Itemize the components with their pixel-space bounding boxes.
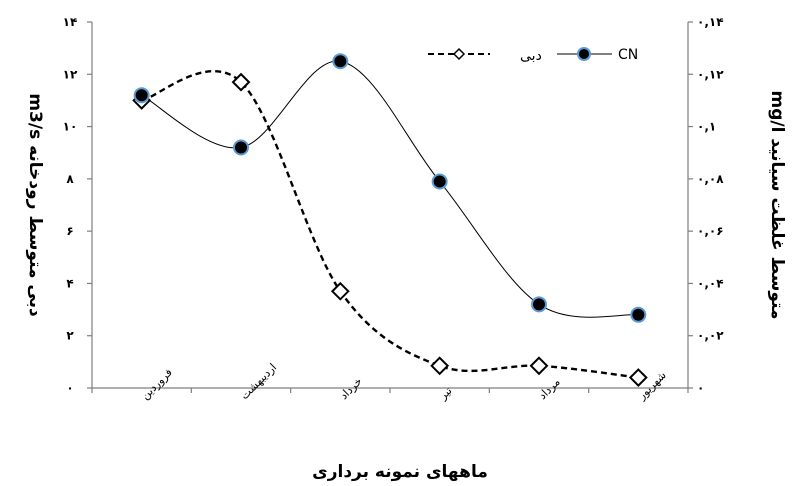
x-tick-label: فروردین: [139, 366, 175, 402]
data-point: [630, 306, 647, 323]
data-point: [531, 296, 547, 313]
data-point: [628, 368, 648, 387]
legend: CN دبی: [428, 47, 638, 64]
x-tick-label: اردیبهشت: [238, 361, 279, 402]
series-line: [141, 60, 639, 318]
left-y-tick-label: ۱۴: [63, 15, 78, 29]
legend-marker-debi: [452, 47, 466, 61]
data-point: [231, 72, 251, 92]
legend-label-cn: CN: [618, 47, 638, 63]
right-y-tick-label: ۰,۰۲: [697, 329, 724, 343]
left-y-tick-label: ۸: [66, 172, 74, 186]
series-layer: [132, 53, 648, 387]
right-y-axis-ticks: ۰ ۰,۰۲ ۰,۰۴ ۰,۰۶ ۰,۰۸ ۰,۱ ۰,۱۲ ۰,۱۴: [688, 15, 724, 395]
axes: [91, 22, 689, 389]
left-y-axis-title: دبی متوسط رودخانه m3/s: [25, 93, 45, 317]
data-point: [233, 139, 249, 156]
data-point: [330, 281, 350, 301]
legend-marker-cn: [577, 47, 591, 61]
left-y-axis-ticks: ۰ ۲ ۴ ۶ ۸ ۱۰ ۱۲ ۱۴: [63, 15, 92, 395]
data-point: [430, 356, 450, 376]
right-y-tick-label: ۰,۱۴: [697, 15, 724, 29]
left-y-tick-label: ۱۰: [63, 120, 78, 134]
right-y-tick-label: ۰,۰۶: [697, 224, 724, 238]
x-tick-label: تیر: [436, 384, 455, 403]
left-y-tick-label: ۱۲: [63, 67, 78, 81]
right-y-tick-label: ۰,۱: [697, 120, 716, 134]
data-point: [133, 87, 150, 104]
data-point: [529, 356, 549, 376]
data-point: [431, 173, 448, 190]
x-tick-label: مرداد: [536, 375, 563, 402]
right-y-tick-label: ۰: [697, 381, 704, 395]
left-y-tick-label: ۲: [66, 329, 74, 343]
right-y-tick-label: ۰,۱۲: [697, 67, 724, 81]
right-y-axis-title: متوسط غلظت سیانید mg/l: [767, 90, 787, 319]
x-axis-title: ماههای نمونه برداری: [312, 462, 488, 482]
left-y-tick-label: ۶: [66, 224, 73, 238]
left-y-tick-label: ۰: [66, 381, 73, 395]
legend-label-debi: دبی: [520, 48, 542, 64]
x-axis-ticks: فروردین اردیبهشت خرداد تیر مرداد شهریور: [91, 361, 689, 403]
data-point: [332, 53, 349, 70]
series-line: [141, 69, 639, 379]
right-y-tick-label: ۰,۰۸: [697, 172, 724, 186]
left-y-tick-label: ۴: [66, 276, 73, 290]
right-y-tick-label: ۰,۰۴: [697, 276, 724, 290]
